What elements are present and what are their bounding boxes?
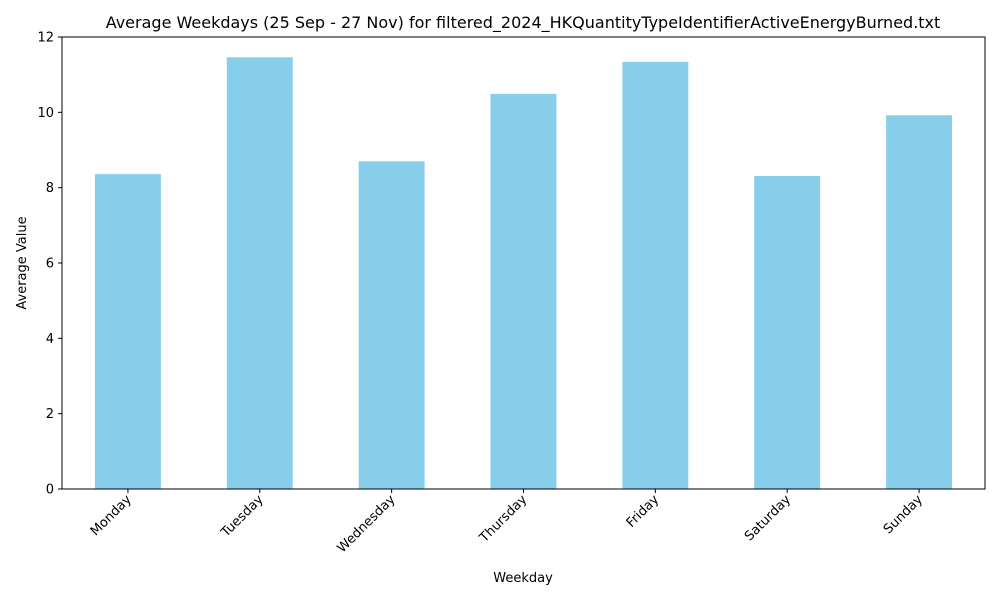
y-tick-label: 4 [46,332,54,347]
y-tick-label: 6 [46,257,54,272]
bar-sunday [886,115,953,489]
x-tick-label-saturday: Saturday [742,492,794,544]
x-axis: Monday Tuesday Wednesday Thursday Friday Satu… [88,489,926,556]
y-tick-label: 10 [37,106,54,121]
bar-monday [94,174,161,489]
x-tick-label-wednesday: Wednesday [335,492,399,556]
chart-title: Average Weekdays (25 Sep - 27 Nov) for f… [106,13,941,33]
plot-area-frame [61,36,986,490]
bars-group [94,57,953,490]
x-axis-label: Weekday [493,571,553,586]
bar-thursday [490,93,557,490]
x-tick-label-friday: Friday [624,492,663,531]
bar-saturday [754,175,821,490]
y-axis-label: Average Value [15,216,30,309]
x-tick-label-thursday: Thursday [476,492,530,546]
x-tick-label-tuesday: Tuesday [218,492,267,541]
y-tick-label: 12 [37,31,54,46]
y-tick-label: 2 [46,407,54,422]
x-tick-label-sunday: Sunday [881,492,926,537]
x-tick-label-monday: Monday [88,492,135,539]
bar-wednesday [358,161,425,490]
y-axis: 0 2 4 6 8 10 12 [37,31,62,498]
bar-friday [622,61,689,490]
y-tick-label: 0 [46,483,54,498]
y-tick-label: 8 [46,181,54,196]
bar-tuesday [226,57,293,490]
